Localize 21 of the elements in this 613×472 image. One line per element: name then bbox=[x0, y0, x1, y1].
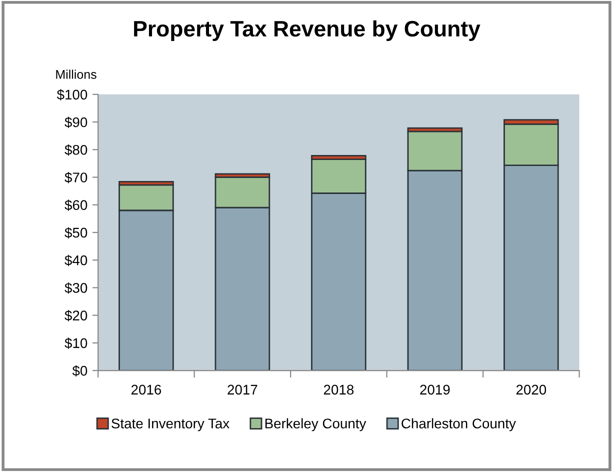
y-tick-label: $0 bbox=[72, 365, 88, 377]
chart-title: Property Tax Revenue by County bbox=[134, 20, 480, 42]
y-tick-label: $80 bbox=[64, 144, 88, 156]
y-tick-label: $60 bbox=[64, 200, 88, 211]
legend-label: Berkeley County bbox=[265, 418, 366, 432]
y-tick-label: $70 bbox=[64, 172, 88, 184]
y-tick-label: $40 bbox=[64, 254, 88, 266]
legend-label: Charleston County bbox=[402, 418, 516, 432]
y-tick-label: $100 bbox=[56, 89, 88, 100]
x-tick-label: 2019 bbox=[420, 384, 450, 395]
y-axis-title: Millions bbox=[56, 70, 96, 79]
legend-label: State Inventory Tax bbox=[112, 418, 230, 432]
y-tick-label: $90 bbox=[64, 116, 88, 128]
x-tick-label: 2017 bbox=[228, 384, 258, 395]
x-tick-label: 2016 bbox=[131, 384, 162, 395]
y-tick-label: $10 bbox=[64, 338, 88, 349]
x-tick-label: 2020 bbox=[516, 384, 546, 395]
y-tick-label: $50 bbox=[64, 227, 88, 238]
y-tick-label: $20 bbox=[64, 310, 88, 322]
y-tick-label: $30 bbox=[64, 282, 88, 294]
x-tick-label: 2018 bbox=[324, 384, 354, 395]
